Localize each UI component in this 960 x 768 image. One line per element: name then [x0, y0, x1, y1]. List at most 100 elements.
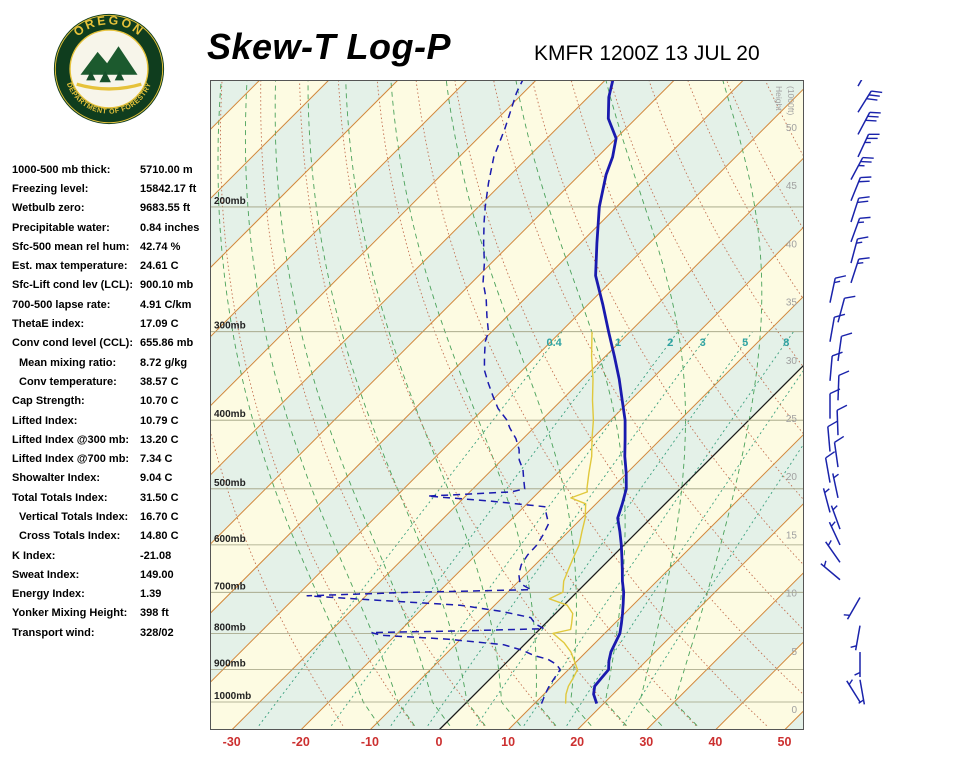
index-label: Lifted Index: — [12, 414, 78, 427]
index-value: 4.91 C/km — [140, 298, 192, 311]
index-value: 398 ft — [140, 607, 169, 620]
index-row: Precipitable water: 0.84 inches — [12, 218, 212, 237]
index-value: 24.61 C — [140, 260, 179, 273]
index-label: Lifted Index @700 mb: — [12, 453, 130, 466]
height-tick-label: 45 — [786, 181, 798, 192]
index-value: 10.79 C — [140, 414, 179, 427]
index-row: Freezing level: 15842.17 ft — [12, 179, 212, 198]
wind-barb — [828, 521, 841, 546]
index-label: Vertical Totals Index: — [19, 510, 129, 523]
index-label: K Index: — [12, 549, 56, 562]
index-label: Cross Totals Index: — [19, 530, 121, 543]
height-axis-title: Height — [774, 86, 784, 111]
pressure-label: 200mb — [214, 196, 246, 207]
indices-panel: 1000-500 mb thick: 5710.00 m Freezing leve… — [12, 160, 212, 642]
wind-barb — [822, 488, 831, 513]
wind-barb — [857, 80, 863, 87]
temperature-trace — [592, 80, 628, 705]
wind-barb — [830, 505, 841, 530]
index-value: 5710.00 m — [140, 163, 193, 176]
x-tick-label: -30 — [223, 735, 241, 749]
zero-isotherm — [438, 364, 804, 730]
pressure-label: 700mb — [214, 581, 246, 592]
wind-barb — [850, 625, 861, 651]
height-tick-label: 25 — [786, 414, 798, 425]
logo-gold-ring-outer — [54, 14, 164, 124]
index-value: 9683.55 ft — [140, 202, 191, 215]
index-value: 31.50 C — [140, 491, 179, 504]
logo-gold-ring-inner — [69, 29, 149, 109]
x-tick-label: 50 — [778, 735, 792, 749]
x-tick-label: 0 — [436, 735, 443, 749]
index-row: Lifted Index @300 mb: 13.20 C — [12, 430, 212, 449]
index-label: Energy Index: — [12, 588, 85, 601]
skewt-chart: 200mb 300mb 400mb 500mb 600mb 700mb 800mb 900mb… — [210, 80, 804, 749]
mixing-ratio-label: 1 — [615, 337, 621, 349]
height-axis-title-unit: (1000ft) — [786, 86, 796, 115]
index-label: Sfc-Lift cond lev (LCL): — [12, 279, 133, 292]
pressure-label: 900mb — [214, 659, 246, 670]
wind-barb — [833, 435, 845, 468]
index-label: Freezing level: — [12, 182, 89, 195]
wind-barb — [829, 388, 841, 419]
x-tick-label: 30 — [639, 735, 653, 749]
pressure-label: 400mb — [214, 409, 246, 420]
page-title: Skew-T Log-P — [207, 26, 452, 67]
index-row: Transport wind: 328/02 — [12, 623, 212, 642]
index-value: 7.34 C — [140, 453, 173, 466]
index-label: Conv cond level (CCL): — [12, 337, 134, 350]
index-value: 17.09 C — [140, 318, 179, 331]
odf-logo-svg: OREGON DEPARTMENT OF FORESTRY — [53, 13, 165, 125]
wind-barb — [858, 679, 866, 705]
index-row: Conv cond level (CCL): 655.86 mb — [12, 334, 212, 353]
index-label: Transport wind: — [12, 626, 95, 639]
index-label: Sfc-500 mean rel hum: — [12, 240, 130, 253]
wind-barb — [824, 451, 836, 483]
index-row: Mean mixing ratio: 8.72 g/kg — [12, 353, 212, 372]
wind-barb — [857, 90, 883, 113]
index-label: Showalter Index: — [12, 472, 101, 485]
wind-barb — [837, 370, 850, 401]
index-value: 149.00 — [140, 568, 174, 581]
wind-barb — [820, 560, 841, 581]
height-tick-label: 30 — [786, 356, 798, 367]
index-value: 10.70 C — [140, 395, 179, 408]
wind-barb — [850, 196, 870, 223]
pressure-label: 500mb — [214, 478, 246, 489]
index-value: 8.72 g/kg — [140, 356, 188, 369]
mixing-ratio-label: 8 — [783, 337, 789, 349]
index-label: Sweat Index: — [12, 568, 80, 581]
height-tick-label: 50 — [786, 123, 798, 134]
logo-trees — [86, 70, 125, 83]
index-row: Lifted Index: 10.79 C — [12, 411, 212, 430]
x-tick-label: -10 — [361, 735, 379, 749]
wind-barb — [837, 295, 856, 323]
index-row: Cap Strength: 10.70 C — [12, 392, 212, 411]
index-row: ThetaE index: 17.09 C — [12, 314, 212, 333]
wind-barb — [829, 275, 847, 303]
pressure-label: 800mb — [214, 622, 246, 633]
wetbulb-trace — [548, 331, 595, 704]
index-label: Est. max temperature: — [12, 260, 128, 273]
mixing-ratio-label: 5 — [742, 337, 748, 349]
index-value: 16.70 C — [140, 510, 179, 523]
index-row: Sfc-500 mean rel hum: 42.74 % — [12, 237, 212, 256]
station-label: KMFR 1200Z 13 JUL 20 — [534, 42, 760, 65]
mixing-ratio-label: 3 — [700, 337, 706, 349]
wind-barb — [846, 679, 861, 703]
index-value: 0.84 inches — [140, 221, 200, 234]
wind-barb — [850, 216, 871, 243]
isotherms — [210, 80, 804, 730]
height-tick-label: 20 — [786, 472, 798, 483]
x-tick-label: 10 — [501, 735, 515, 749]
index-row: 700-500 lapse rate: 4.91 C/km — [12, 295, 212, 314]
index-value: 42.74 % — [140, 240, 181, 253]
pressure-lines — [210, 206, 804, 703]
index-row: Lifted Index @700 mb: 7.34 C — [12, 449, 212, 468]
wind-barb — [825, 539, 841, 563]
index-value: 14.80 C — [140, 530, 179, 543]
wind-barb — [857, 111, 881, 135]
index-row: K Index: -21.08 — [12, 546, 212, 565]
wind-barb-column — [820, 80, 883, 705]
index-row: Total Totals Index: 31.50 C — [12, 488, 212, 507]
